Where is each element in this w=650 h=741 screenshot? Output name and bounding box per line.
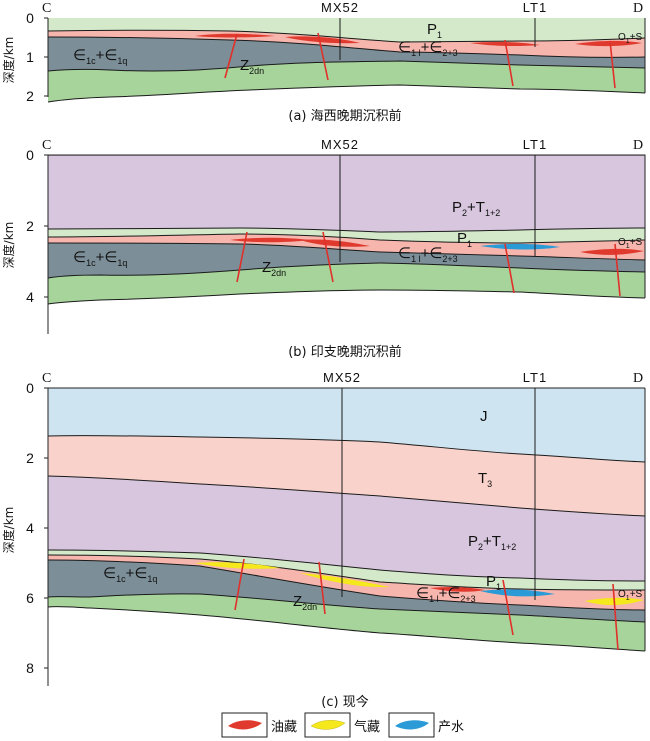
panel-b-tick-label: 2 [26, 218, 34, 234]
panel-a-oil-reservoir [285, 36, 360, 44]
panel-b-well-label-lt1: LT1 [523, 137, 547, 152]
panel-a-endpoint-right: D [633, 1, 643, 16]
panel-a-endpoint-left: C [42, 1, 51, 16]
legend-oil-swatch [228, 720, 262, 730]
panel-b-label-cambrian-mid: ∈1 l+∈2+3 [398, 245, 458, 264]
panel-b-oil-reservoir [580, 248, 644, 255]
panel-a-oil-reservoir [575, 40, 642, 47]
panel-a-layer-green [48, 61, 645, 102]
panel-c-label-z2dn: Z2dn [293, 593, 317, 612]
panel-c-layer-salmon [48, 435, 645, 516]
panel-c-label-p1: P1 [486, 573, 501, 592]
panel-b-tick-label: 0 [26, 147, 34, 163]
panel-c-fault [502, 579, 514, 636]
panel-c-fault [318, 561, 326, 615]
panel-c-layer-top-green [48, 550, 645, 590]
legend-label-water: 产水 [438, 720, 464, 735]
panel-b-tick-label: 4 [26, 289, 34, 305]
panel-c: 0 2 4 6 8 深度/km C D MX52 LT1 J T3 P2+T1+… [1, 370, 646, 710]
legend-label-gas: 气藏 [354, 719, 380, 735]
panel-c-endpoint-left: C [42, 371, 51, 386]
panel-b-layer-pink [48, 234, 645, 260]
panel-b-layer-purple [48, 155, 645, 232]
panel-c-tick-label: 6 [26, 590, 34, 606]
panel-a-well-label-mx52: MX52 [321, 0, 359, 15]
panel-b-label-os: O1+S [618, 237, 643, 250]
panel-b-endpoint-right: D [633, 138, 643, 153]
panel-c-tick-label: 8 [26, 660, 34, 676]
panel-b-label-cambrian-low: ∈1c+∈1q [73, 249, 127, 268]
panel-c-well-label-lt1: LT1 [523, 370, 547, 385]
panel-b-well-label-mx52: MX52 [321, 137, 359, 152]
legend-gas-swatch [310, 720, 346, 730]
panel-a: 0 1 2 深度/km C D MX52 LT1 P1 ∈1 l+∈2+3 ∈1… [1, 0, 646, 124]
panel-b-oil-reservoir [230, 237, 310, 243]
legend-water-swatch [395, 720, 429, 730]
panel-b-layer-top-green [48, 228, 645, 243]
panel-b-fault [504, 243, 515, 294]
panel-a-label-os: O1+S [618, 32, 643, 45]
panel-a-label-cambrian-mid: ∈1 l+∈2+3 [398, 39, 458, 58]
panel-c-tick-label: 2 [26, 450, 34, 466]
panel-c-layer-purple [48, 476, 645, 581]
panel-b-fault [322, 231, 334, 283]
panel-c-tick-label: 4 [26, 520, 34, 536]
panel-a-oil-reservoir [195, 33, 275, 38]
panel-b-caption: (b) 印支晚期沉积前 [288, 344, 402, 360]
panel-c-caption: (c) 现今 [321, 694, 368, 710]
panel-c-label-cambrian-low: ∈1c+∈1q [103, 565, 157, 584]
panel-a-layer-dark-gray [48, 37, 645, 71]
panel-a-tick-label: 2 [26, 88, 34, 104]
panel-c-fault [234, 558, 245, 611]
panel-c-layer-blue [48, 388, 645, 462]
panel-c-label-os: O1+S [618, 589, 643, 602]
panel-a-layer-pink [48, 30, 645, 58]
panel-b-fault [236, 231, 248, 283]
panel-c-oil-reservoir [430, 586, 485, 592]
panel-c-water-reservoir [480, 589, 555, 597]
panel-a-fault [609, 40, 616, 89]
panel-a-tick-label: 0 [26, 10, 34, 26]
panel-c-layer-green [48, 593, 645, 651]
panel-a-fault [224, 33, 238, 79]
panel-b-water-reservoir [480, 243, 560, 250]
panel-c-well-label-mx52: MX52 [323, 370, 361, 385]
panel-a-label-p1: P1 [427, 21, 442, 40]
panel-c-fault [612, 583, 619, 651]
panel-b: 0 2 4 深度/km C D MX52 LT1 P2+T1+2 P1 ∈1 l… [1, 137, 646, 360]
panel-a-y-axis-label: 深度/km [1, 37, 16, 84]
panel-a-label-cambrian-low: ∈1c+∈1q [73, 47, 127, 66]
panel-c-endpoint-right: D [633, 371, 643, 386]
panel-a-well-label-lt1: LT1 [523, 0, 547, 15]
panel-a-layer-top-green [48, 18, 645, 42]
panel-c-gas-reservoir [195, 562, 280, 569]
panel-b-fault [614, 243, 621, 297]
legend-label-oil: 油藏 [271, 720, 297, 735]
panel-a-fault [317, 32, 329, 81]
panel-b-label-z2dn: Z2dn [262, 259, 286, 278]
panel-b-label-pt: P2+T1+2 [452, 199, 500, 218]
panel-c-gas-reservoir [300, 573, 390, 588]
panel-c-y-axis-label: 深度/km [1, 507, 16, 554]
panel-c-tick-label: 0 [26, 380, 34, 396]
panel-a-fault [504, 39, 514, 87]
panel-c-label-pt: P2+T1+2 [468, 533, 516, 552]
panel-c-label-j: J [480, 408, 488, 425]
legend: 油藏 气藏 产水 [221, 712, 464, 738]
panel-c-label-t3: T3 [478, 470, 492, 489]
panel-b-endpoint-left: C [42, 138, 51, 153]
panel-b-oil-reservoir [300, 239, 370, 247]
panel-b-layer-dark-gray [48, 243, 645, 278]
panel-b-y-axis-label: 深度/km [1, 222, 16, 269]
panel-a-label-z2dn: Z2dn [240, 57, 264, 76]
panel-a-caption: (a) 海西晚期沉积前 [288, 108, 401, 124]
panel-a-tick-label: 1 [26, 49, 34, 65]
panel-b-label-p1: P1 [457, 230, 472, 249]
panel-c-label-cambrian-mid: ∈1 l+∈2+3 [416, 585, 476, 604]
